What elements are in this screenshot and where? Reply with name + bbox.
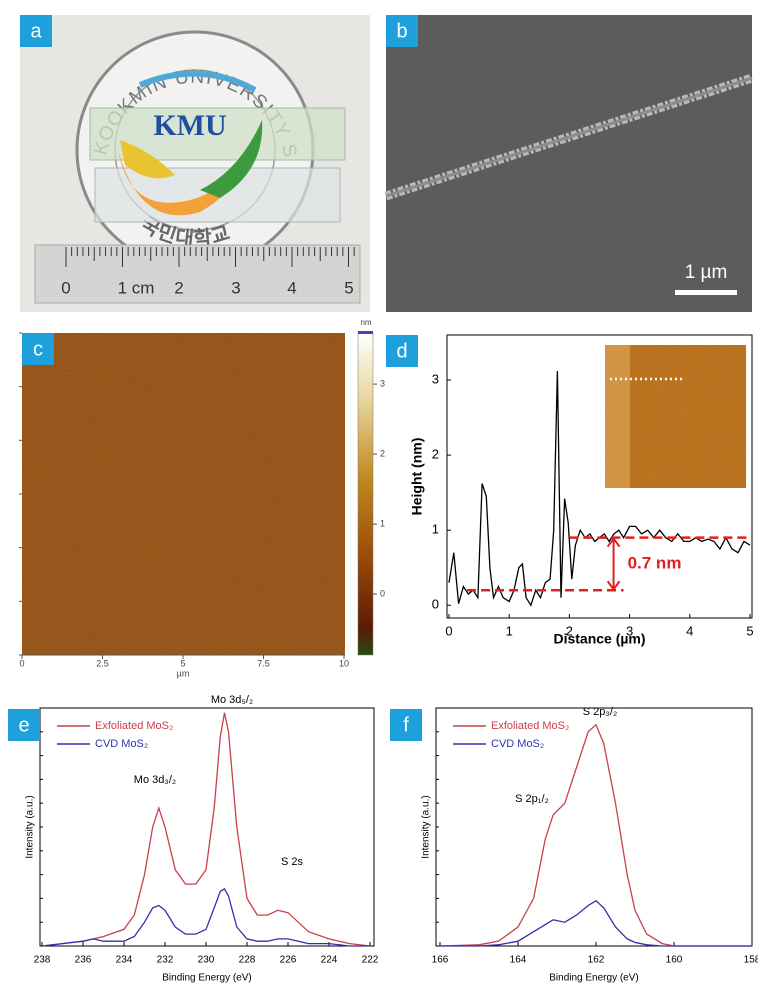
scale-bar bbox=[675, 290, 737, 295]
peak-label: S 2p₃/₂ bbox=[583, 706, 617, 718]
plot-frame bbox=[40, 708, 374, 946]
ruler-label: 4 bbox=[287, 278, 296, 297]
panel-label: b bbox=[396, 20, 407, 42]
peak-label: S 2p₁/₂ bbox=[515, 793, 549, 805]
x-tick-label: 224 bbox=[321, 955, 338, 966]
photo-b: 1 µm bbox=[386, 15, 752, 312]
x-tick-label: 234 bbox=[116, 955, 133, 966]
legend-label: CVD MoS₂ bbox=[95, 738, 148, 750]
y-tick-label: 3 bbox=[432, 371, 439, 386]
x-tick-label: 160 bbox=[666, 955, 683, 966]
peak-label: S 2s bbox=[281, 856, 304, 868]
x-tick-label: 232 bbox=[157, 955, 174, 966]
data-line bbox=[42, 889, 370, 946]
x-tick-label: 230 bbox=[198, 955, 215, 966]
legend-label: Exfoliated MoS₂ bbox=[95, 720, 173, 732]
x-tick-label: 10 bbox=[339, 658, 349, 668]
x-tick-label: 0 bbox=[19, 658, 24, 668]
x-axis-label: Binding Energy (eV) bbox=[162, 973, 252, 984]
ruler bbox=[35, 245, 360, 303]
logo-abbr: KMU bbox=[153, 109, 226, 142]
y-tick-label: 2 bbox=[432, 447, 439, 462]
x-tick-label: 158 bbox=[744, 955, 758, 966]
x-axis-label: Distance (µm) bbox=[553, 631, 645, 647]
ruler-label: 5 bbox=[344, 278, 353, 297]
figure: KOOKMIN UNIVERSITY SINCE 1946 국민대학교 KMU … bbox=[0, 0, 758, 997]
y-tick-label: 0 bbox=[432, 597, 439, 612]
colorbar-tick-label: 3 bbox=[380, 378, 385, 388]
x-tick-label: 1 bbox=[506, 623, 513, 638]
legend-label: Exfoliated MoS₂ bbox=[491, 720, 569, 732]
y-axis-label: Height (nm) bbox=[409, 438, 425, 516]
colorbar bbox=[358, 333, 373, 655]
panel-label: a bbox=[30, 20, 42, 42]
x-tick-label: 5 bbox=[746, 623, 753, 638]
ruler-label: 3 bbox=[231, 278, 240, 297]
inset-edge bbox=[605, 345, 630, 488]
x-tick-label: 162 bbox=[588, 955, 605, 966]
y-axis-label: Intensity (a.u.) bbox=[25, 795, 36, 858]
colorbar-unit: nm bbox=[360, 318, 371, 327]
data-line bbox=[440, 725, 752, 946]
x-tick-label: 166 bbox=[432, 955, 449, 966]
x-tick-label: 228 bbox=[239, 955, 256, 966]
colorbar-tick-label: 2 bbox=[380, 448, 385, 458]
data-line bbox=[42, 713, 370, 946]
annotation: 0.7 nm bbox=[628, 553, 682, 572]
ruler-label: 0 bbox=[61, 278, 70, 297]
x-tick-label: 238 bbox=[34, 955, 51, 966]
x-tick-label: 222 bbox=[362, 955, 379, 966]
x-tick-label: 2.5 bbox=[96, 658, 109, 668]
y-tick-label: 1 bbox=[432, 522, 439, 537]
panel-label: c bbox=[33, 338, 43, 360]
legend-label: CVD MoS₂ bbox=[491, 738, 544, 750]
colorbar-tick-label: 1 bbox=[380, 518, 385, 528]
x-tick-label: 5 bbox=[180, 658, 185, 668]
ruler-label: 1 cm bbox=[118, 278, 155, 297]
data-line bbox=[440, 901, 752, 946]
panel-label: f bbox=[403, 714, 409, 736]
x-tick-label: 164 bbox=[510, 955, 527, 966]
x-tick-label: 7.5 bbox=[257, 658, 270, 668]
afm-inset bbox=[605, 345, 746, 488]
x-axis-label: Binding Energy (eV) bbox=[549, 973, 639, 984]
ruler-label: 2 bbox=[174, 278, 183, 297]
colorbar-cap bbox=[358, 331, 373, 334]
x-axis-label: µm bbox=[177, 668, 190, 678]
panel-label: e bbox=[18, 714, 29, 736]
x-tick-label: 236 bbox=[75, 955, 92, 966]
peak-label: Mo 3d₅/₂ bbox=[211, 694, 253, 706]
panel-label: d bbox=[396, 340, 407, 362]
x-tick-label: 4 bbox=[686, 623, 693, 638]
afm-texture bbox=[22, 333, 345, 655]
photo-a: KOOKMIN UNIVERSITY SINCE 1946 국민대학교 KMU … bbox=[0, 0, 370, 312]
y-axis-label: Intensity (a.u.) bbox=[421, 795, 432, 858]
colorbar-tick-label: 0 bbox=[380, 588, 385, 598]
peak-label: Mo 3d₃/₂ bbox=[134, 774, 176, 786]
x-tick-label: 0 bbox=[445, 623, 452, 638]
afm-image: nm 0 1 2 3 0 2.5 5 7.5 10 µm bbox=[19, 318, 385, 678]
x-tick-label: 226 bbox=[280, 955, 297, 966]
scale-bar-label: 1 µm bbox=[685, 262, 728, 283]
